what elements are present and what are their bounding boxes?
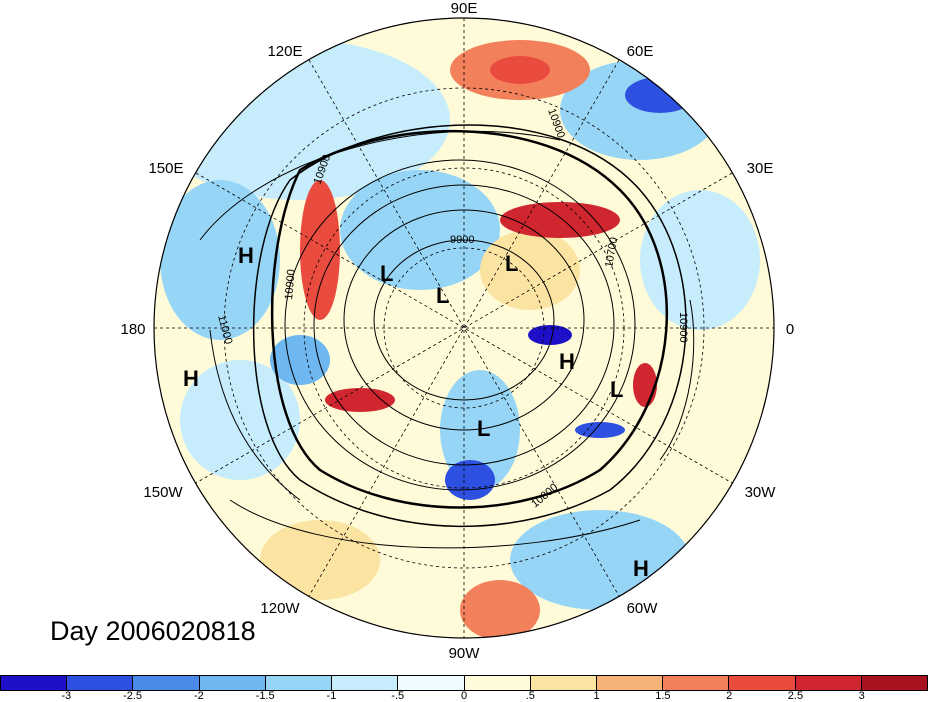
low-marker: L: [477, 416, 490, 441]
colorbar-swatch: [199, 676, 266, 690]
colorbar-tick-label: .5: [525, 690, 535, 702]
height-contours: [199, 124, 695, 549]
colorbar-swatch: [133, 676, 200, 690]
contour-label: 10900: [677, 312, 689, 343]
colorbar-swatch: [530, 676, 597, 690]
high-marker: H: [559, 349, 575, 374]
contour-label: 9900: [450, 234, 474, 246]
lon-label-180: 180: [120, 321, 145, 338]
colorbar-swatch: [265, 676, 333, 690]
colorbar-tick-label: 2: [726, 690, 733, 702]
colorbar-swatch: [1, 676, 68, 690]
anomaly-field: [154, 18, 774, 638]
colorbar-tick-label: -2: [193, 690, 204, 702]
lon-label-90e: 90E: [451, 0, 478, 17]
colorbar-swatch: [596, 676, 664, 690]
colorbar-swatch: [795, 676, 862, 690]
colorbar-tick-label: -2.5: [123, 690, 143, 702]
lon-label-0: 0: [786, 321, 794, 338]
lon-label-30e: 30E: [747, 160, 774, 177]
colorbar-swatch: [464, 676, 531, 690]
lon-label-150e: 150E: [148, 160, 183, 177]
high-marker: H: [633, 556, 649, 581]
lon-label-60w: 60W: [627, 600, 659, 617]
colorbar-tick-label: 3: [858, 690, 865, 702]
colorbar-tick-label: -1: [326, 690, 337, 702]
colorbar-swatch: [398, 676, 465, 690]
colorbar-tick-label: -1.5: [255, 690, 275, 702]
colorbar-swatch: [729, 676, 796, 690]
map-boundary: [153, 17, 775, 639]
colorbar-tick-label: 1.5: [655, 690, 671, 702]
high-marker: H: [238, 243, 254, 268]
low-marker: L: [610, 377, 623, 402]
colorbar-swatch: [332, 676, 399, 690]
colorbar-swatch: [67, 676, 134, 690]
contour-label: 10700: [603, 236, 620, 268]
high-marker: H: [183, 366, 199, 391]
lon-label-120w: 120W: [260, 600, 300, 617]
low-marker: L: [380, 261, 393, 286]
pressure-centers: H L L L H L H L H: [183, 243, 649, 581]
colorbar-tick-label: 1: [593, 690, 600, 702]
colorbar-ticks: -3 -2.5 -2 -1.5 -1 -.5 0 .5 1 1.5 2 2.5 3: [0, 690, 928, 702]
low-marker: L: [505, 251, 518, 276]
contour-label: 10900: [283, 269, 298, 301]
low-marker: L: [436, 283, 449, 308]
lon-label-30w: 30W: [745, 484, 777, 501]
colorbar-tick-label: 0: [460, 690, 468, 702]
lon-label-90w: 90W: [449, 645, 481, 662]
lon-label-60e: 60E: [627, 43, 654, 60]
longitude-labels: 90E 120E 60E 150E 30E 180 0 150W 30W 120…: [120, 0, 794, 662]
lon-label-150w: 150W: [143, 484, 183, 501]
graticule: [154, 18, 774, 638]
colorbar: [0, 675, 928, 691]
colorbar-swatch: [663, 676, 730, 690]
colorbar-tick-label: -.5: [391, 690, 405, 702]
date-title: Day 2006020818: [50, 616, 256, 646]
colorbar-swatch: [861, 676, 928, 690]
lon-label-120e: 120E: [267, 43, 302, 60]
colorbar-tick-label: -3: [61, 690, 72, 702]
colorbar-tick-label: 2.5: [787, 690, 804, 702]
